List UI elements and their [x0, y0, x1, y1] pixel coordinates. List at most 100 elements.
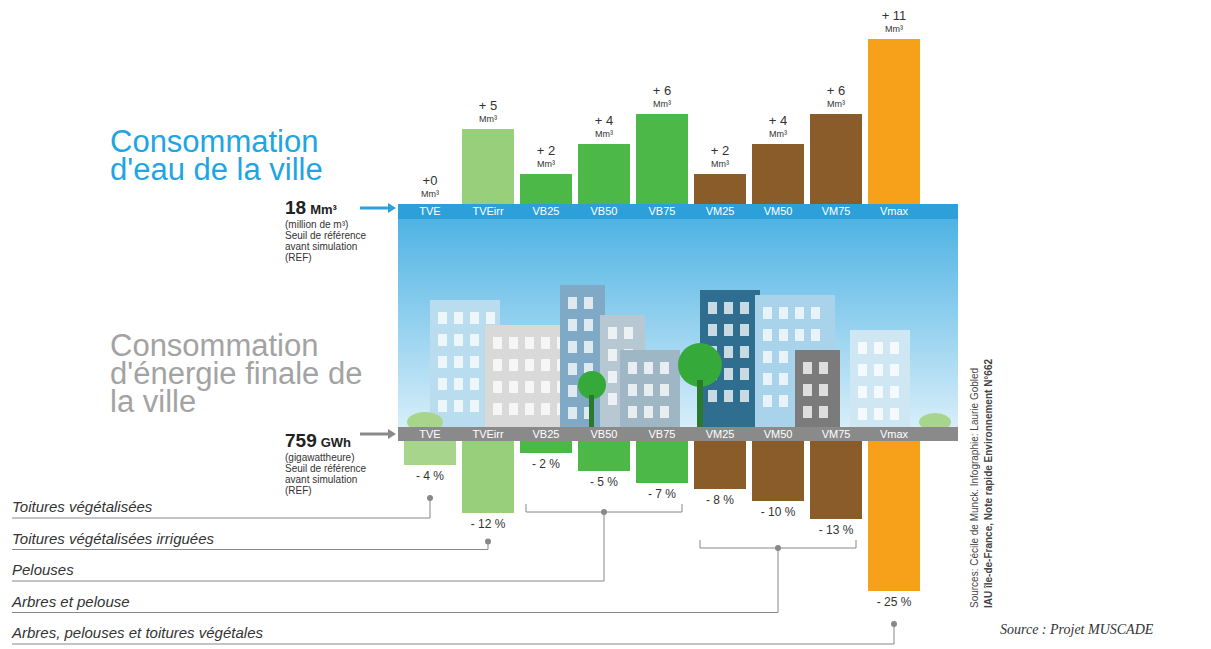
data-label: - 12 %: [471, 517, 506, 531]
bar: [636, 114, 688, 204]
reference-note: Seuil de référence: [285, 230, 367, 241]
leader-dot: [601, 509, 607, 515]
window-pane: [644, 384, 653, 396]
data-label-line: + 2: [537, 143, 555, 158]
data-label-line: Mm³: [827, 99, 845, 109]
window-pane: [858, 408, 867, 420]
data-label: - 13 %: [819, 523, 854, 537]
window-pane: [890, 342, 899, 354]
category-label: VM25: [706, 205, 735, 217]
window-pane: [795, 329, 804, 341]
window-pane: [724, 324, 733, 336]
window-pane: [890, 386, 899, 398]
window-pane: [509, 403, 518, 415]
window-pane: [660, 362, 669, 374]
category-label: TVEirr: [472, 205, 504, 217]
bar: [578, 441, 630, 471]
energy-band: [398, 427, 958, 441]
window-pane: [525, 381, 534, 393]
window-pane: [858, 364, 867, 376]
window-pane: [568, 407, 577, 419]
bar: [404, 204, 456, 205]
reference-note: avant simulation: [285, 474, 357, 485]
reference-value: 759GWh: [285, 430, 351, 451]
water-bars: [462, 39, 920, 204]
category-label: VM25: [706, 428, 735, 440]
reference-note: (REF): [285, 485, 312, 496]
reference-note: (million de m³): [285, 219, 348, 230]
window-pane: [628, 406, 637, 418]
building: [795, 350, 840, 427]
window-pane: [740, 302, 749, 314]
leader-dot: [485, 539, 491, 545]
data-label: +0Mm³: [421, 173, 439, 199]
data-label-line: Mm³: [537, 159, 555, 169]
window-pane: [763, 395, 772, 407]
bar: [810, 441, 862, 519]
data-label: + 5Mm³: [479, 98, 497, 124]
window-pane: [541, 381, 550, 393]
category-label: VM50: [764, 428, 793, 440]
energy-bars: [404, 441, 920, 591]
source-credit: Source : Projet MUSCADE: [1000, 622, 1154, 637]
category-label: Vmax: [880, 205, 909, 217]
window-pane: [470, 334, 479, 346]
category-label: TVE: [419, 428, 440, 440]
group-label: Toitures végétalisées: [12, 498, 153, 515]
window-pane: [568, 385, 577, 397]
data-label: - 2 %: [532, 457, 560, 471]
bar: [520, 174, 572, 204]
window-pane: [568, 363, 577, 375]
category-label: VM75: [822, 428, 851, 440]
window-pane: [724, 390, 733, 402]
window-pane: [811, 329, 820, 341]
window-pane: [470, 400, 479, 412]
city-illustration: [398, 219, 958, 432]
category-label: TVE: [419, 205, 440, 217]
bar: [462, 441, 514, 513]
window-pane: [624, 327, 633, 339]
window-pane: [608, 349, 617, 361]
data-label-line: + 11: [882, 8, 907, 23]
window-pane: [454, 312, 463, 324]
infographic: TVETVEirrVB25VB50VB75VM25VM50VM75VmaxTVE…: [0, 0, 1211, 649]
window-pane: [763, 307, 772, 319]
window-pane: [541, 403, 550, 415]
window-pane: [525, 337, 534, 349]
window-pane: [874, 342, 883, 354]
window-pane: [454, 400, 463, 412]
window-pane: [493, 359, 502, 371]
data-label: + 6Mm³: [653, 83, 671, 109]
window-pane: [890, 408, 899, 420]
data-label: - 5 %: [590, 475, 618, 489]
category-label: TVEirr: [472, 428, 504, 440]
group-label: Arbres, pelouses et toitures végétales: [11, 624, 263, 641]
bar: [752, 441, 804, 501]
leader-line: [604, 512, 605, 581]
window-pane: [541, 359, 550, 371]
window-pane: [525, 403, 534, 415]
leader-line: [12, 581, 604, 582]
building: [620, 350, 680, 427]
reference-unit: GWh: [321, 435, 351, 450]
data-label-line: + 5: [479, 98, 497, 113]
bar: [752, 144, 804, 204]
category-label: VB25: [533, 205, 560, 217]
reference-arrowhead: [388, 429, 396, 439]
window-pane: [438, 312, 447, 324]
bar: [694, 441, 746, 489]
window-pane: [660, 406, 669, 418]
chart-title: Consommationd'eau de la ville: [110, 124, 323, 187]
data-label: - 8 %: [706, 493, 734, 507]
data-label-line: + 6: [653, 83, 671, 98]
window-pane: [454, 378, 463, 390]
window-pane: [779, 373, 788, 385]
window-pane: [493, 381, 502, 393]
tree: [578, 371, 606, 399]
window-pane: [874, 386, 883, 398]
window-pane: [584, 319, 593, 331]
reference-number: 18: [285, 197, 306, 218]
window-pane: [438, 334, 447, 346]
bar: [810, 114, 862, 204]
window-pane: [509, 359, 518, 371]
